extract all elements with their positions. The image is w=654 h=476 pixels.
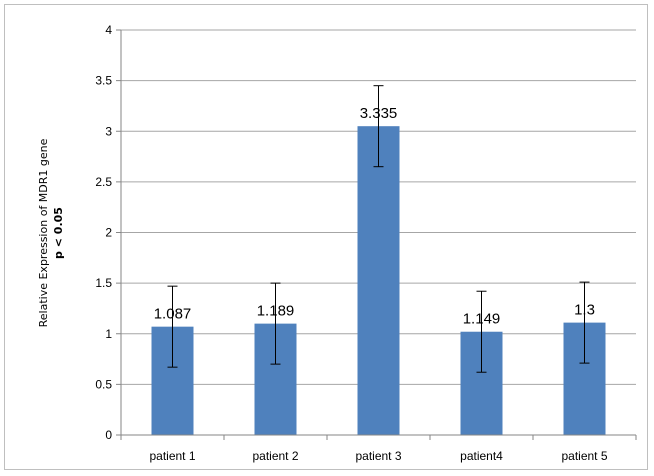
y-tick-label: 4 [105, 23, 112, 37]
chart-frame [4, 4, 648, 470]
error-bars [167, 85, 590, 373]
data-label: 1.149 [463, 311, 501, 328]
x-axis-labels: patient 1 patient 2 patient 3 patient4 patie… [120, 435, 637, 463]
x-tick-label: patient 1 [149, 449, 195, 463]
y-tick-label: 2 [105, 226, 112, 240]
y-tick-label: 3 [105, 124, 112, 138]
y-axis-label: Relative Expression of MDR1 gene [37, 138, 50, 327]
y-tick-label: 1 [105, 327, 112, 341]
x-tick-label: patient 3 [355, 449, 401, 463]
y-axis-ticks: 0 0.5 1 1.5 2 2.5 3 3.5 4 [95, 23, 121, 442]
bar [357, 126, 400, 435]
data-labels: 1.087 1.189 3.335 1.149 1.3 [154, 105, 595, 328]
data-label: 1.189 [257, 303, 295, 320]
y-tick-label: 0.5 [95, 377, 112, 391]
x-tick-label: patient 2 [252, 449, 298, 463]
y-tick-label: 0 [105, 428, 112, 442]
y-axis-significance-label: p < 0.05 [52, 207, 65, 259]
x-tick-label: patient 5 [561, 449, 607, 463]
x-tick-label: patient4 [460, 449, 503, 463]
y-tick-label: 1.5 [95, 276, 112, 290]
data-label: 1.3 [574, 302, 595, 319]
data-label: 3.335 [360, 105, 398, 122]
bars [151, 126, 606, 435]
y-tick-label: 3.5 [95, 74, 112, 88]
data-label: 1.087 [154, 306, 192, 323]
y-tick-label: 2.5 [95, 175, 112, 189]
